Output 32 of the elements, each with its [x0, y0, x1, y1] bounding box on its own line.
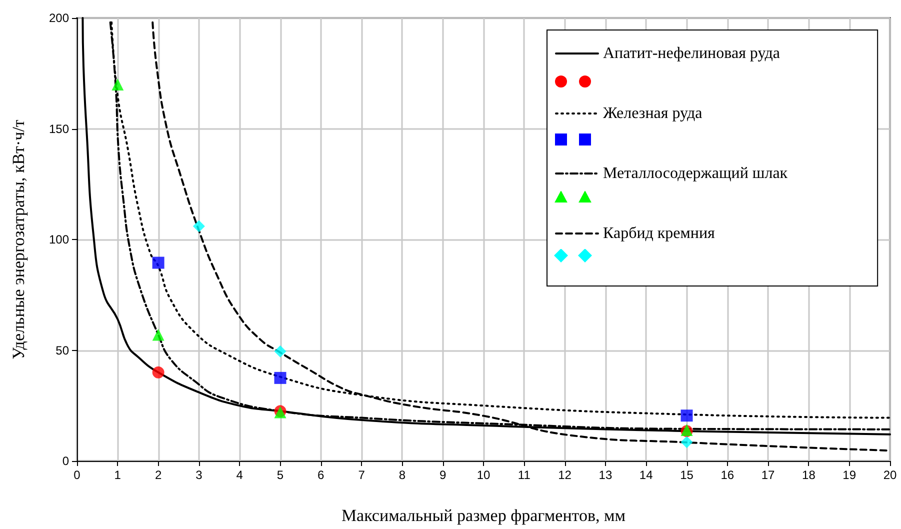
x-tick-label: 11 [518, 468, 531, 482]
x-tick-label: 8 [398, 468, 406, 482]
x-tick-label: 0 [74, 468, 81, 482]
y-tick-label: 100 [48, 232, 70, 246]
x-tick-label: 7 [358, 468, 366, 482]
x-tick-label: 2 [154, 468, 162, 482]
x-tick-label: 14 [639, 468, 654, 482]
legend-label: Апатит-нефелиновая руда [603, 45, 780, 62]
legend-label: Карбид кремния [603, 225, 716, 242]
x-tick-label: 12 [558, 468, 572, 482]
x-tick-label: 17 [761, 468, 776, 482]
x-axis-title: Максимальный размер фрагментов, мм [341, 506, 626, 525]
y-tick-label: 150 [48, 122, 70, 136]
y-tick-label: 200 [48, 11, 70, 25]
x-tick-label: 1 [114, 468, 122, 482]
x-tick-label: 20 [883, 468, 897, 482]
x-tick-label: 18 [802, 468, 816, 482]
x-tick-label: 4 [236, 468, 244, 482]
y-tick-label: 50 [56, 343, 70, 358]
y-axis-title: Удельные энергозатраты, кВт·ч/т [9, 119, 28, 360]
x-tick-label: 13 [598, 468, 612, 482]
x-tick-label: 6 [318, 468, 325, 482]
x-tick-label: 9 [440, 468, 447, 482]
x-tick-label: 10 [476, 468, 490, 482]
y-tick-label: 0 [62, 454, 70, 468]
legend-label: Железная руда [603, 105, 702, 122]
x-tick-label: 19 [842, 468, 856, 482]
x-tick-label: 3 [196, 468, 203, 482]
legend-label: Металлосодержащий шлак [603, 165, 788, 182]
x-tick-label: 5 [276, 468, 284, 482]
x-tick-label: 15 [680, 468, 694, 482]
x-tick-label: 16 [720, 468, 734, 482]
